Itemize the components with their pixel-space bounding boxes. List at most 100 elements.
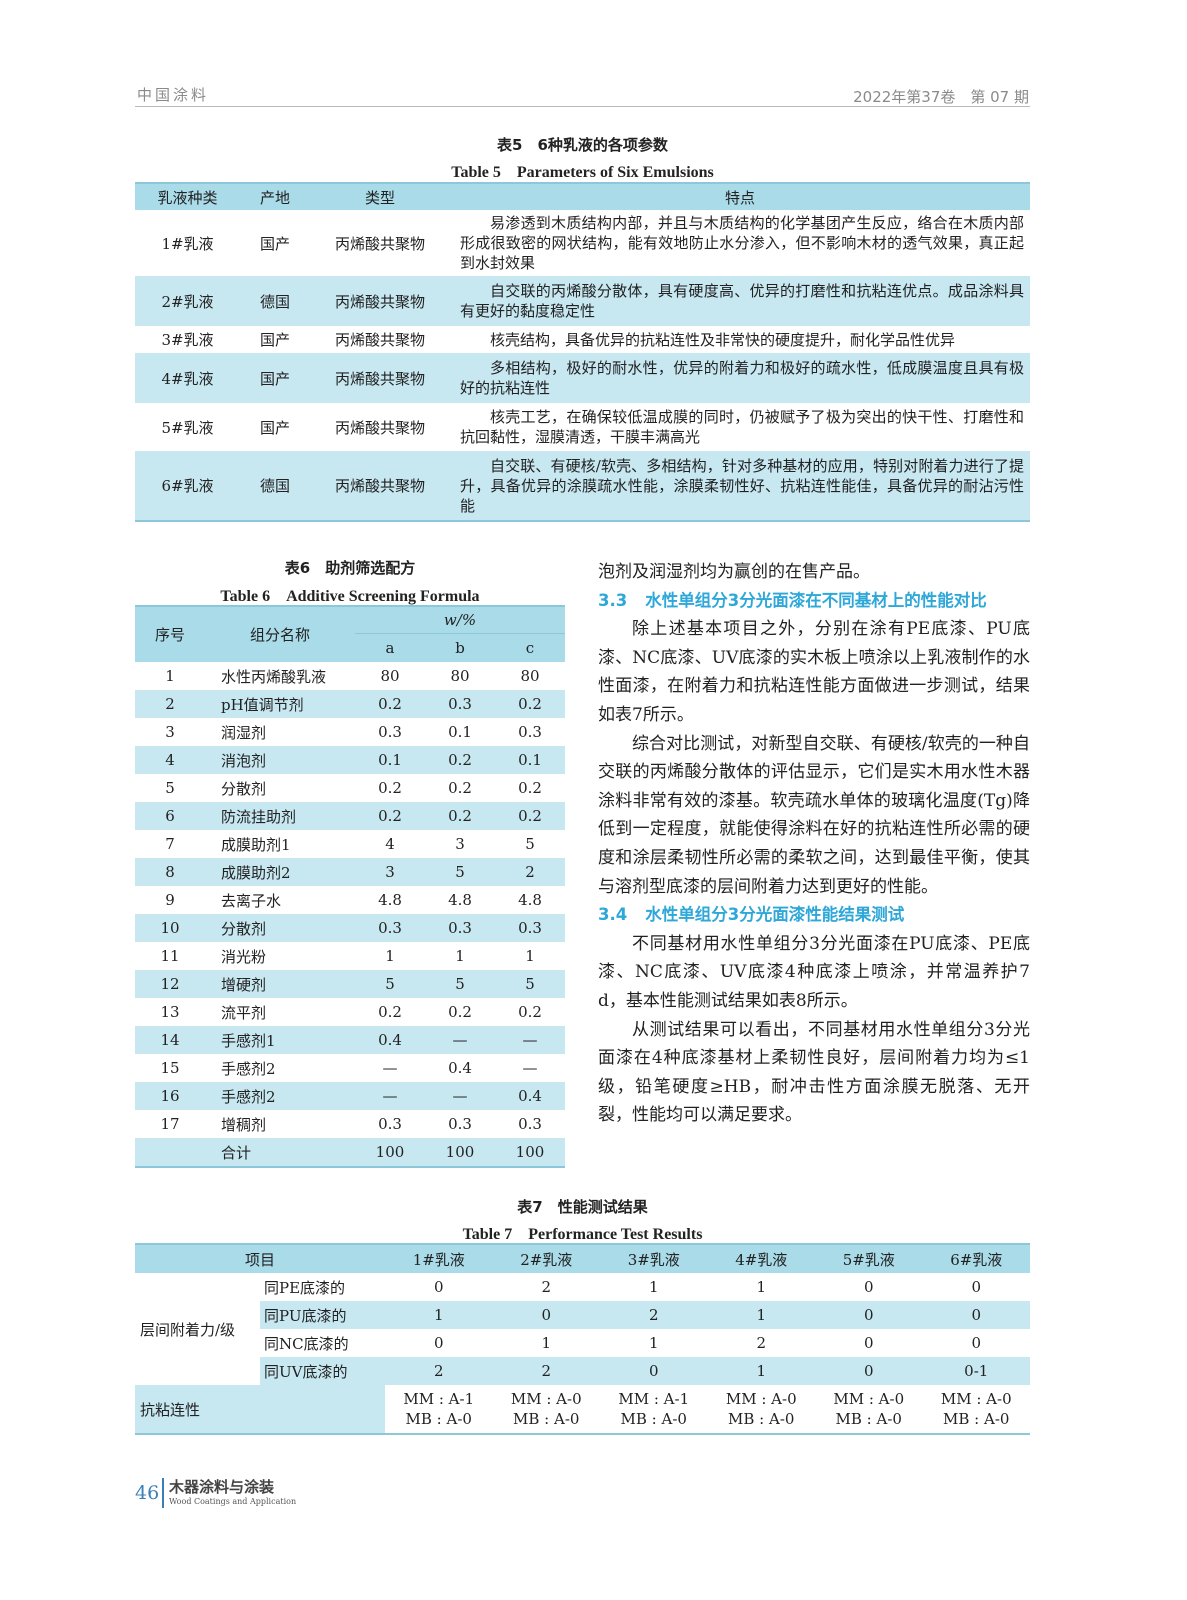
row-number: 2 [165, 695, 175, 713]
table6-row: 13 流平剂 0.2 0.2 0.2 [135, 998, 565, 1026]
component-name: 流平剂 [221, 1003, 267, 1022]
paragraph: 除上述基本项目之外，分别在涂有PE底漆、PU底漆、NC底漆、UV底漆的实木板上喷… [598, 619, 1030, 725]
value-c: 80 [520, 667, 540, 685]
emulsion-name: 5#乳液 [161, 418, 214, 437]
paragraph: 泡剂及润湿剂均为赢创的在售产品。 [598, 562, 870, 582]
adhesion-value: 0 [492, 1301, 600, 1329]
value-c: — [522, 1059, 538, 1077]
emulsion-name: 4#乳液 [161, 369, 214, 388]
blocking-value: MM : A-0 MB : A-0 [708, 1385, 816, 1434]
blocking-mm: MM : A-0 [725, 1390, 797, 1408]
value-a: 1 [385, 947, 395, 965]
table7-row: 同NC底漆的 0 1 1 2 0 0 [135, 1329, 1030, 1357]
value-c: 0.2 [518, 1003, 542, 1021]
emulsion-type: 丙烯酸共聚物 [334, 477, 425, 495]
row-number: 16 [160, 1087, 180, 1105]
value-a: — [382, 1087, 398, 1105]
row-number: 4 [165, 751, 175, 769]
component-name: 手感剂2 [221, 1059, 276, 1078]
blocking-mb: MB : A-0 [513, 1410, 580, 1428]
footer-journal-cn: 木器涂料与涂装 [169, 1478, 275, 1496]
row-number [135, 1138, 205, 1167]
component-name: 成膜助剂1 [221, 835, 291, 854]
component-name: pH值调节剂 [221, 695, 304, 714]
emulsion-name: 2#乳液 [161, 292, 214, 311]
emulsion-feature-cell: 核壳工艺，在确保较低温成膜的同时，仍被赋予了极为突出的快干性、打磨性和抗回黏性，… [450, 403, 1030, 451]
component-name: 防流挂助剂 [221, 807, 297, 826]
table6-row: 4 消泡剂 0.1 0.2 0.1 [135, 746, 565, 774]
emulsion-feature-cell: 自交联、有硬核/软壳、多相结构，针对多种基材的应用，特别对附着力进行了提升，具备… [450, 451, 1030, 521]
adhesion-value: 1 [707, 1273, 815, 1301]
blocking-mm: MM : A-0 [833, 1390, 905, 1408]
component-name: 分散剂 [221, 779, 267, 798]
value-c: 2 [525, 863, 535, 881]
table6-row: 1 水性丙烯酸乳液 80 80 80 [135, 662, 565, 690]
table5-row: 6#乳液 德国 丙烯酸共聚物 自交联、有硬核/软壳、多相结构，针对多种基材的应用，特别… [135, 451, 1030, 521]
component-name: 去离子水 [221, 891, 282, 910]
table7-col-item: 项目 [244, 1250, 275, 1269]
table6-row: 12 增硬剂 5 5 5 [135, 970, 565, 998]
page-number: 46 [135, 1482, 160, 1504]
value-b: 0.3 [448, 695, 472, 713]
value-b: 5 [455, 975, 465, 993]
blocking-value: MM : A-0 MB : A-0 [815, 1385, 923, 1434]
value-b: 0.3 [448, 1115, 472, 1133]
value-c: 5 [525, 835, 535, 853]
table5: 乳液种类 产地 类型 特点 1#乳液 国产 丙烯酸共聚物 易渗透到木质结构内部，并且与… [135, 182, 1030, 522]
table5-header-row: 乳液种类 产地 类型 特点 [135, 183, 1030, 210]
table5-col-header: 产地 [259, 188, 290, 207]
value-a: — [382, 1059, 398, 1077]
row-number: 9 [165, 891, 175, 909]
row-number: 7 [165, 835, 175, 853]
row-number: 10 [160, 919, 180, 937]
emulsion-origin: 国产 [259, 418, 290, 437]
emulsion-origin: 德国 [259, 477, 290, 495]
value-a: 0.2 [378, 695, 402, 713]
row-number: 14 [160, 1031, 180, 1049]
table6-row: 6 防流挂助剂 0.2 0.2 0.2 [135, 802, 565, 830]
blocking-mb: MB : A-0 [405, 1410, 472, 1428]
value-c: — [522, 1031, 538, 1049]
blocking-value: MM : A-1 MB : A-0 [385, 1385, 493, 1434]
emulsion-name: 6#乳液 [161, 477, 214, 495]
emulsion-type: 丙烯酸共聚物 [334, 418, 425, 437]
blocking-mb: MB : A-0 [943, 1410, 1010, 1428]
blocking-mm: MM : A-0 [510, 1390, 582, 1408]
blocking-mb: MB : A-0 [620, 1410, 687, 1428]
emulsion-type: 丙烯酸共聚物 [334, 369, 425, 388]
emulsion-feature: 核壳结构，具备优异的抗粘连性及非常快的硬度提升，耐化学品性优异 [490, 330, 956, 349]
primer-label: 同NC底漆的 [260, 1329, 385, 1357]
adhesion-value: 0-1 [922, 1357, 1030, 1385]
component-name: 润湿剂 [221, 723, 267, 742]
row-number: 12 [160, 975, 180, 993]
emulsion-type: 丙烯酸共聚物 [334, 292, 425, 311]
table6-row: 5 分散剂 0.2 0.2 0.2 [135, 774, 565, 802]
emulsion-feature-cell: 核壳结构，具备优异的抗粘连性及非常快的硬度提升，耐化学品性优异 [450, 326, 1030, 353]
table7-col-header: 5#乳液 [842, 1250, 895, 1269]
table7-caption-en: Table 7 Performance Test Results [462, 1226, 703, 1243]
value-c: 0.2 [518, 695, 542, 713]
primer-label: 同UV底漆的 [260, 1357, 385, 1385]
table6-row: 9 去离子水 4.8 4.8 4.8 [135, 886, 565, 914]
emulsion-origin: 德国 [259, 292, 290, 311]
table6-caption-en: Table 6 Additive Screening Formula [220, 588, 480, 605]
table6-row: 3 润湿剂 0.3 0.1 0.3 [135, 718, 565, 746]
table7-col-header: 2#乳液 [520, 1250, 573, 1269]
adhesion-value: 0 [922, 1273, 1030, 1301]
table7-col-header: 6#乳液 [950, 1250, 1003, 1269]
table7-caption-cn: 表7 性能测试结果 [517, 1198, 648, 1216]
value-b: 1 [455, 947, 465, 965]
value-c: 0.2 [518, 779, 542, 797]
value-c: 0.2 [518, 807, 542, 825]
blocking-label: 抗粘连性 [135, 1385, 385, 1434]
table7-header-row: 项目 1#乳液 2#乳液 3#乳液 4#乳液 5#乳液 6#乳液 [135, 1244, 1030, 1273]
value-a: 5 [385, 975, 395, 993]
footer-divider [162, 1478, 164, 1508]
value-a: 0.3 [378, 919, 402, 937]
value-c: 0.3 [518, 723, 542, 741]
table6-row: 14 手感剂1 0.4 — — [135, 1026, 565, 1054]
value-a: 0.3 [378, 1115, 402, 1133]
value-b: 0.1 [448, 723, 472, 741]
primer-label: 同PE底漆的 [260, 1273, 385, 1301]
header-divider [135, 106, 1030, 107]
